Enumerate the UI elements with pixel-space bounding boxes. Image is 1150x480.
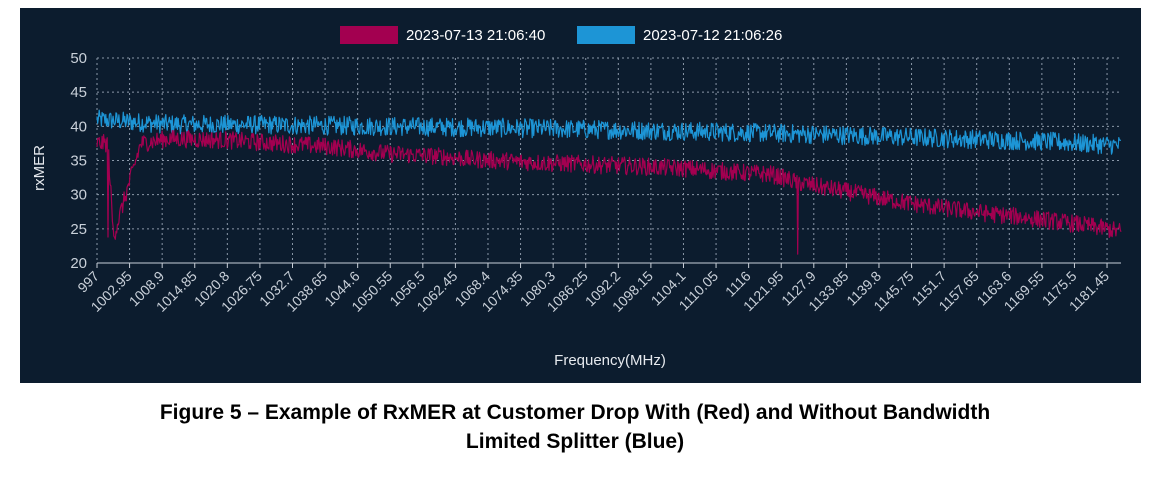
y-tick-label: 40 bbox=[70, 118, 87, 135]
rxmer-chart: 202530354045509971002.951008.91014.85102… bbox=[31, 26, 1122, 369]
legend-label: 2023-07-12 21:06:26 bbox=[643, 27, 782, 44]
legend[interactable]: 2023-07-13 21:06:40 2023-07-12 21:06:26 bbox=[340, 26, 782, 44]
caption-line-1: Figure 5 – Example of RxMER at Customer … bbox=[159, 401, 991, 424]
series-line bbox=[96, 109, 1122, 155]
y-tick-label: 25 bbox=[70, 221, 87, 238]
y-tick-label: 30 bbox=[70, 187, 87, 204]
caption-line-2: Limited Splitter (Blue) bbox=[465, 430, 685, 453]
x-axis-label: Frequency(MHz) bbox=[554, 352, 666, 369]
figure-caption: Figure 5 – Example of RxMER at Customer … bbox=[0, 398, 1150, 456]
y-tick-label: 35 bbox=[70, 153, 87, 170]
y-tick-label: 50 bbox=[70, 50, 87, 67]
chart-panel: 20 25 30 35 40 45 50 997 1002.95 1008.9 1014.85 102… bbox=[20, 8, 1141, 383]
legend-swatch bbox=[340, 26, 398, 44]
y-axis-label: rxMER bbox=[31, 145, 48, 191]
series-lines bbox=[96, 109, 1122, 255]
legend-swatch bbox=[577, 26, 635, 44]
legend-label: 2023-07-13 21:06:40 bbox=[406, 27, 545, 44]
axes: 202530354045509971002.951008.91014.85102… bbox=[70, 50, 1121, 315]
y-tick-label: 20 bbox=[70, 255, 87, 272]
series-line bbox=[96, 130, 1122, 255]
y-tick-label: 45 bbox=[70, 84, 87, 101]
grid bbox=[96, 57, 1121, 264]
legend-item[interactable]: 2023-07-13 21:06:40 bbox=[340, 26, 545, 44]
legend-item[interactable]: 2023-07-12 21:06:26 bbox=[577, 26, 782, 44]
